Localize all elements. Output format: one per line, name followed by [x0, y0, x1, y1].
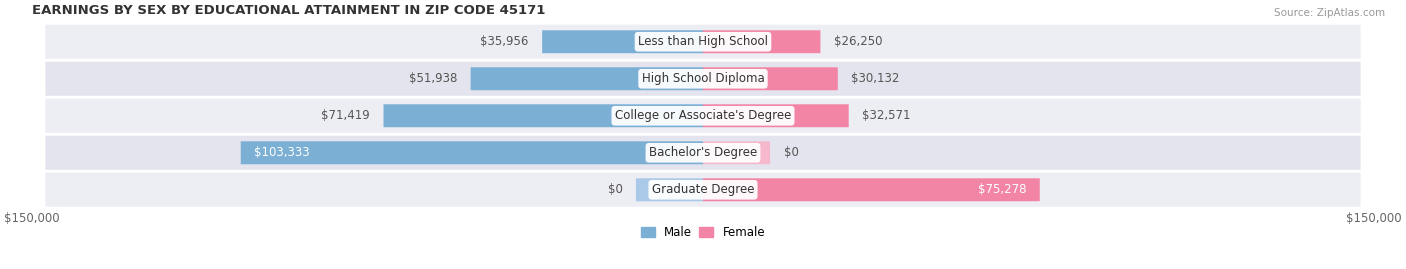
FancyBboxPatch shape [45, 62, 1361, 96]
Text: College or Associate's Degree: College or Associate's Degree [614, 109, 792, 122]
FancyBboxPatch shape [384, 104, 703, 127]
Text: $0: $0 [783, 146, 799, 159]
Text: $71,419: $71,419 [322, 109, 370, 122]
Text: $35,956: $35,956 [481, 35, 529, 48]
FancyBboxPatch shape [543, 30, 703, 53]
Text: $26,250: $26,250 [834, 35, 883, 48]
Text: Bachelor's Degree: Bachelor's Degree [650, 146, 756, 159]
FancyBboxPatch shape [45, 99, 1361, 133]
FancyBboxPatch shape [45, 136, 1361, 170]
Text: $51,938: $51,938 [409, 72, 457, 85]
Text: $30,132: $30,132 [851, 72, 900, 85]
FancyBboxPatch shape [45, 173, 1361, 207]
Text: High School Diploma: High School Diploma [641, 72, 765, 85]
Text: Graduate Degree: Graduate Degree [652, 183, 754, 196]
FancyBboxPatch shape [703, 178, 1040, 201]
FancyBboxPatch shape [703, 67, 838, 90]
FancyBboxPatch shape [45, 25, 1361, 59]
Text: Less than High School: Less than High School [638, 35, 768, 48]
Text: EARNINGS BY SEX BY EDUCATIONAL ATTAINMENT IN ZIP CODE 45171: EARNINGS BY SEX BY EDUCATIONAL ATTAINMEN… [32, 4, 546, 17]
FancyBboxPatch shape [703, 141, 770, 164]
FancyBboxPatch shape [240, 141, 703, 164]
FancyBboxPatch shape [471, 67, 703, 90]
FancyBboxPatch shape [703, 104, 849, 127]
Text: $32,571: $32,571 [862, 109, 911, 122]
Legend: Male, Female: Male, Female [636, 222, 770, 244]
Text: $75,278: $75,278 [977, 183, 1026, 196]
FancyBboxPatch shape [703, 30, 821, 53]
FancyBboxPatch shape [636, 178, 703, 201]
Text: $0: $0 [607, 183, 623, 196]
Text: Source: ZipAtlas.com: Source: ZipAtlas.com [1274, 8, 1385, 18]
Text: $103,333: $103,333 [254, 146, 309, 159]
